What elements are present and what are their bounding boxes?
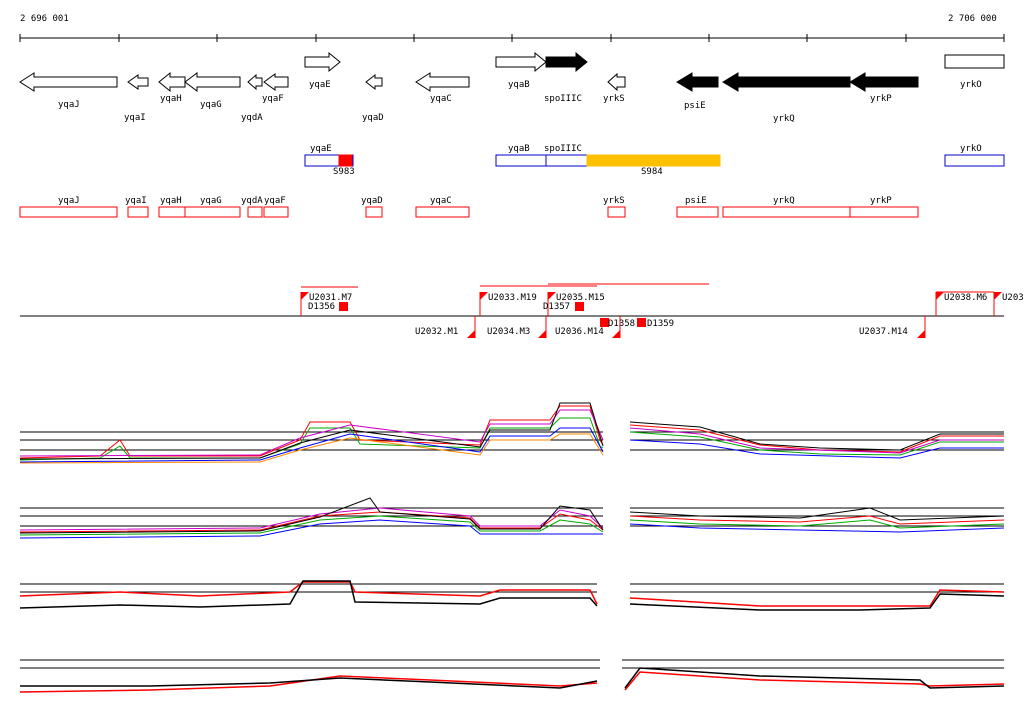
red-box-yqaG[interactable] — [184, 206, 241, 218]
feature-label-yqaE: yqaE — [310, 144, 332, 154]
feature-box-yqaB[interactable] — [495, 154, 547, 167]
gene-arrow-yqaH[interactable] — [158, 71, 186, 93]
red-label-yqaI: yqaI — [125, 196, 147, 206]
red-box-yqaH[interactable] — [158, 206, 186, 218]
gene-label-yqaB: yqaB — [508, 80, 530, 90]
red-box-yqaC[interactable] — [415, 206, 470, 218]
red-box-yqaI[interactable] — [127, 206, 149, 218]
gene-label-yqdA: yqdA — [241, 113, 263, 123]
red-box-yqaF[interactable] — [263, 206, 289, 218]
marker-d1356[interactable] — [339, 302, 348, 311]
red-box-yqaJ[interactable] — [19, 206, 118, 218]
gene-label-psiE: psiE — [684, 101, 706, 111]
red-box-yqdA[interactable] — [247, 206, 263, 218]
red-label-yqdA: yqdA — [241, 196, 263, 206]
feature-label-yqaB: yqaB — [508, 144, 530, 154]
expression-panel-2 — [19, 497, 1005, 539]
feature-box-yrkO[interactable] — [944, 154, 1005, 167]
gene-label-yqaJ: yqaJ — [58, 100, 80, 110]
expression-panel-1 — [19, 402, 1004, 464]
gene-arrow-yrkS[interactable] — [607, 72, 626, 92]
red-label-yqaG: yqaG — [200, 196, 222, 206]
feature-label-yrkO: yrkO — [960, 144, 982, 154]
gene-label-yrkP: yrkP — [870, 94, 892, 104]
red-label-yqaD: yqaD — [361, 196, 383, 206]
tss-label: U2032.M1 — [415, 327, 459, 337]
feature-segment-s984[interactable] — [586, 154, 721, 167]
red-label-yrkS: yrkS — [603, 196, 625, 206]
tss-label: U2033.M19 — [488, 293, 537, 303]
gene-box-yrkO[interactable] — [944, 54, 1005, 69]
tss-label: U2037.M14 — [859, 327, 908, 337]
gene-label-yqaH: yqaH — [160, 94, 182, 104]
gene-arrow-yqaD[interactable] — [365, 73, 383, 91]
marker-d1358[interactable] — [600, 318, 609, 327]
tss-label: U2034.M3 — [487, 327, 531, 337]
feature-segment-s983[interactable] — [338, 154, 353, 167]
expression-panel-3 — [19, 580, 1005, 611]
tss-label: U203 — [1002, 293, 1024, 303]
gene-arrow-yqaI[interactable] — [127, 74, 149, 90]
red-box-yrkQ[interactable] — [722, 206, 851, 218]
gene-arrow-yqaB[interactable] — [495, 51, 547, 73]
red-label-yqaH: yqaH — [160, 196, 182, 206]
marker-d1359[interactable] — [637, 318, 646, 327]
red-label-yqaC: yqaC — [430, 196, 452, 206]
gene-label-yrkS: yrkS — [603, 94, 625, 104]
gene-arrow-yqdA[interactable] — [247, 73, 263, 91]
marker-label: D1356 — [308, 302, 336, 312]
end-coordinate: 2 706 000 — [948, 14, 997, 24]
gene-arrow-yrkQ[interactable] — [722, 72, 851, 92]
tss-label: U2031.M7 — [309, 293, 353, 303]
gene-label-yrkQ: yrkQ — [773, 114, 795, 124]
gene-arrow-yqaE[interactable] — [304, 51, 341, 73]
red-box-psiE[interactable] — [676, 206, 719, 218]
red-box-yqaD[interactable] — [365, 206, 383, 218]
lower-feature-track — [19, 206, 919, 218]
gene-track — [19, 51, 1005, 93]
gene-arrow-yrkP[interactable] — [849, 72, 919, 92]
gene-label-yqaC: yqaC — [430, 94, 452, 104]
tss-label: U2035.M15 — [556, 293, 605, 303]
gene-arrow-yqaC[interactable] — [415, 72, 470, 92]
red-label-yqaJ: yqaJ — [58, 196, 80, 206]
marker-label: D1357 — [543, 302, 571, 312]
feature-box-spoIIIC[interactable] — [545, 154, 588, 167]
feature-box-yqaE[interactable] — [304, 154, 354, 167]
red-label-psiE: psiE — [685, 196, 707, 206]
marker-d1357[interactable] — [575, 302, 584, 311]
gene-label-yqaG: yqaG — [200, 100, 222, 110]
gene-arrow-spoIIIC[interactable] — [545, 51, 588, 73]
start-coordinate: 2 696 001 — [20, 14, 69, 24]
gene-label-yqaF: yqaF — [262, 94, 284, 104]
tss-track — [20, 283, 1004, 338]
tss-label: U2038.M6 — [944, 293, 988, 303]
red-box-yrkP[interactable] — [849, 206, 919, 218]
tss-label: U2036.M14 — [555, 327, 604, 337]
red-label-yrkP: yrkP — [870, 196, 892, 206]
red-label-yqaF: yqaF — [264, 196, 286, 206]
gene-arrow-yqaF[interactable] — [263, 73, 289, 91]
coordinate-ruler — [19, 34, 1005, 42]
segment-label-s984: S984 — [641, 167, 663, 177]
gene-label-yqaI: yqaI — [124, 113, 146, 123]
gene-label-yqaD: yqaD — [362, 113, 384, 123]
gene-label-yqaE: yqaE — [309, 80, 331, 90]
red-box-yrkS[interactable] — [607, 206, 626, 218]
upper-feature-track — [304, 154, 1005, 167]
gene-arrow-yqaG[interactable] — [184, 72, 241, 92]
gene-label-spoIIIC: spoIIIC — [544, 94, 582, 104]
red-label-yrkQ: yrkQ — [773, 196, 795, 206]
feature-label-spoIIIC: spoIIIC — [544, 144, 582, 154]
marker-label: D1359 — [647, 319, 675, 329]
gene-arrow-yqaJ[interactable] — [19, 72, 118, 92]
gene-arrow-psiE[interactable] — [676, 72, 719, 92]
segment-label-s983: S983 — [333, 167, 355, 177]
expression-panel-4 — [19, 659, 1005, 693]
gene-label-yrkO: yrkO — [960, 80, 982, 90]
marker-label: D1358 — [608, 319, 636, 329]
